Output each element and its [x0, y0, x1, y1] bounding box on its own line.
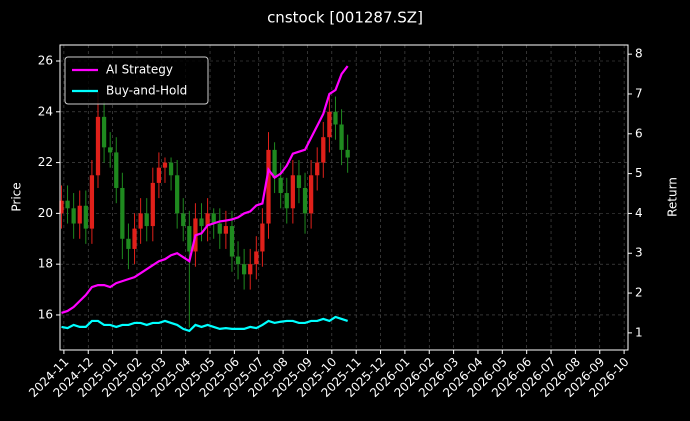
legend-box	[64, 56, 209, 105]
candle-body	[181, 213, 186, 227]
y2-tick-label: 1	[635, 325, 643, 339]
candle-body	[168, 162, 174, 176]
candle-body	[223, 226, 229, 234]
y2-tick-label: 3	[635, 246, 643, 260]
candle-body	[71, 208, 76, 224]
candle-body	[59, 200, 64, 214]
candle-body	[126, 238, 131, 249]
candle-body	[229, 226, 235, 257]
y-tick-label: 20	[38, 206, 53, 220]
y-tick-label: 24	[38, 104, 53, 118]
y2-tick-label: 6	[635, 126, 643, 140]
legend-label: AI Strategy	[106, 63, 173, 77]
candle-body	[162, 162, 168, 168]
candle-body	[248, 264, 253, 275]
candle-body	[242, 264, 247, 275]
candle-body	[290, 175, 295, 209]
candle-body	[120, 187, 125, 239]
candle-body	[211, 213, 216, 224]
candle-body	[260, 223, 265, 252]
candle-body	[235, 256, 241, 265]
y-tick-label: 22	[38, 155, 53, 169]
y-axis-label: Price	[10, 182, 24, 211]
candle-body	[108, 147, 113, 153]
candle-body	[308, 175, 314, 214]
candle-body	[83, 205, 88, 229]
y-tick-label: 26	[38, 53, 53, 67]
candle-body	[156, 167, 162, 183]
candle-body	[315, 162, 320, 176]
candle-body	[302, 187, 308, 214]
plot-frame	[59, 44, 629, 351]
candle-body	[345, 149, 350, 158]
candle-body	[217, 223, 222, 234]
candle-body	[89, 175, 95, 229]
candle-body	[175, 175, 180, 214]
candle-body	[339, 124, 344, 150]
y2-tick-label: 5	[635, 166, 643, 180]
candle-body	[150, 182, 155, 227]
y-tick-label: 16	[38, 307, 53, 321]
legend-label: Buy-and-Hold	[106, 84, 187, 98]
line-series	[61, 65, 349, 315]
candle-body	[199, 218, 204, 227]
y2-tick-label: 8	[635, 47, 643, 61]
candle-body	[296, 175, 302, 188]
y2-tick-label: 4	[635, 206, 643, 220]
y-tick-label: 18	[38, 257, 53, 271]
y2-tick-label: 7	[635, 86, 643, 100]
candle-body	[132, 228, 137, 249]
candle-body	[95, 116, 101, 176]
candle-body	[266, 149, 271, 224]
candle-body	[187, 226, 192, 252]
line-series	[61, 315, 348, 333]
y2-tick-label: 2	[635, 286, 643, 300]
candle-body	[114, 152, 119, 188]
candle-body	[272, 149, 277, 178]
candle-body	[101, 116, 107, 148]
candle-body	[77, 205, 82, 224]
candle-body	[327, 111, 332, 138]
candle-body	[284, 193, 289, 209]
candle-body	[321, 137, 326, 163]
y2-axis-label: Return	[666, 177, 680, 217]
candle-body	[144, 213, 149, 227]
candle-body	[205, 213, 210, 227]
candle-body	[333, 111, 338, 125]
candle-body	[138, 213, 143, 229]
candle-body	[278, 177, 283, 194]
candle-body	[254, 251, 259, 265]
candle-body	[65, 200, 70, 209]
chart-title: cnstock [001287.SZ]	[267, 9, 423, 27]
